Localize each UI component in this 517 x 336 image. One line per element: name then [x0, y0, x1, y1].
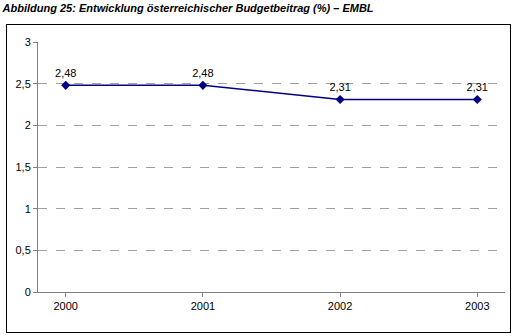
svg-text:Abbildung 25: Entwicklung öste: Abbildung 25: Entwicklung österreichisch… — [2, 2, 374, 14]
svg-text:0: 0 — [25, 286, 31, 298]
svg-text:2000: 2000 — [53, 300, 77, 312]
svg-text:1: 1 — [25, 203, 31, 215]
svg-text:2,48: 2,48 — [55, 67, 76, 79]
svg-text:0,5: 0,5 — [16, 244, 31, 256]
svg-text:2,31: 2,31 — [467, 81, 488, 93]
svg-text:3: 3 — [25, 36, 31, 48]
svg-text:2,48: 2,48 — [192, 67, 213, 79]
svg-text:2002: 2002 — [328, 300, 352, 312]
svg-text:2003: 2003 — [465, 300, 489, 312]
svg-text:1,5: 1,5 — [16, 161, 31, 173]
svg-text:2,31: 2,31 — [329, 81, 350, 93]
svg-text:2001: 2001 — [191, 300, 215, 312]
svg-text:2: 2 — [25, 119, 31, 131]
svg-text:2,5: 2,5 — [16, 78, 31, 90]
